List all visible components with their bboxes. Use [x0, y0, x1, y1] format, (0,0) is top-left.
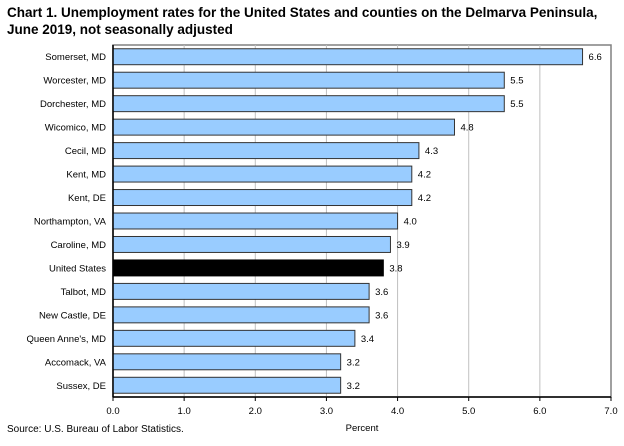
bar	[112, 235, 391, 253]
category-label: Kent, MD	[66, 170, 106, 181]
data-label: 4.3	[425, 146, 438, 157]
category-label: Queen Anne's, MD	[27, 334, 107, 345]
x-tick-label: 5.0	[462, 406, 475, 417]
data-label: 5.5	[510, 76, 523, 87]
x-tick-label: 6.0	[533, 406, 546, 417]
category-label: Sussex, DE	[56, 381, 106, 392]
source-note: Source: U.S. Bureau of Labor Statistics.	[7, 424, 184, 435]
x-tick-label: 2.0	[249, 406, 262, 417]
bar	[112, 329, 356, 347]
data-label: 3.4	[361, 334, 374, 345]
data-label: 3.2	[347, 357, 360, 368]
category-label: New Castle, DE	[39, 310, 106, 321]
category-label: Somerset, MD	[45, 52, 106, 63]
bar	[112, 353, 342, 371]
chart-title-line1: Chart 1. Unemployment rates for the Unit…	[7, 5, 598, 20]
bar	[112, 259, 384, 277]
bar	[112, 212, 399, 230]
axes	[112, 45, 612, 401]
x-tick-label: 1.0	[178, 406, 191, 417]
data-label: 4.0	[404, 217, 417, 228]
category-label: Accomack, VA	[45, 357, 107, 368]
bar	[112, 48, 584, 66]
chart-title-line2: June 2019, not seasonally adjusted	[7, 22, 233, 37]
data-label: 3.6	[375, 287, 388, 298]
x-tick-label: 7.0	[604, 406, 617, 417]
data-label: 6.6	[589, 52, 602, 63]
bar	[112, 376, 342, 394]
category-label: Worcester, MD	[43, 76, 106, 87]
category-label: United States	[49, 263, 106, 274]
chart-title: Chart 1. Unemployment rates for the Unit…	[7, 4, 597, 38]
bar	[112, 95, 505, 113]
labels: 0.0 1.0 2.0 3.0 4.0 5.0 6.0 7.0 Somerset, MD 6.6 W…	[27, 52, 618, 417]
bar	[112, 282, 370, 300]
data-label: 4.2	[418, 193, 431, 204]
bars	[112, 48, 584, 394]
data-label: 4.8	[460, 123, 473, 134]
data-label: 3.8	[389, 263, 402, 274]
category-label: Dorchester, MD	[40, 99, 106, 110]
bar	[112, 189, 413, 207]
bar	[112, 71, 505, 89]
data-label: 4.2	[418, 170, 431, 181]
category-label: Kent, DE	[68, 193, 106, 204]
x-tick-label: 3.0	[320, 406, 333, 417]
x-tick-label: 0.0	[106, 406, 119, 417]
bar	[112, 165, 413, 183]
bar	[112, 306, 370, 324]
data-label: 5.5	[510, 99, 523, 110]
data-label: 3.2	[347, 381, 360, 392]
x-axis-label: Percent	[346, 423, 379, 434]
category-label: Northampton, VA	[34, 217, 107, 228]
bar	[112, 118, 455, 136]
category-label: Caroline, MD	[51, 240, 107, 251]
data-label: 3.9	[396, 240, 409, 251]
x-tick-label: 4.0	[391, 406, 404, 417]
category-label: Wicomico, MD	[45, 123, 106, 134]
category-label: Cecil, MD	[65, 146, 106, 157]
category-label: Talbot, MD	[61, 287, 107, 298]
bar	[112, 142, 420, 160]
data-label: 3.6	[375, 310, 388, 321]
